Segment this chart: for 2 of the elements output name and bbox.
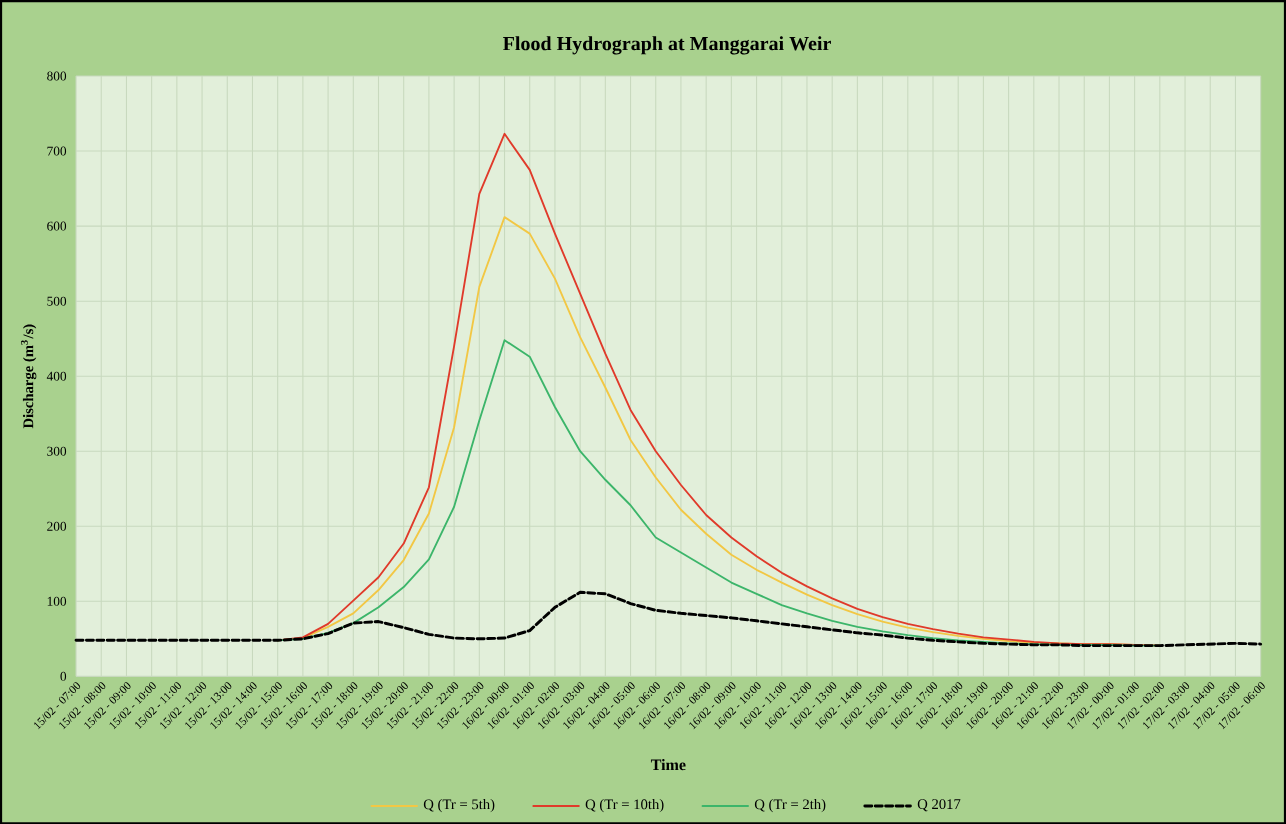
- x-axis-title: Time: [650, 758, 686, 771]
- chart-title: Flood Hydrograph at Manggarai Weir: [503, 35, 831, 55]
